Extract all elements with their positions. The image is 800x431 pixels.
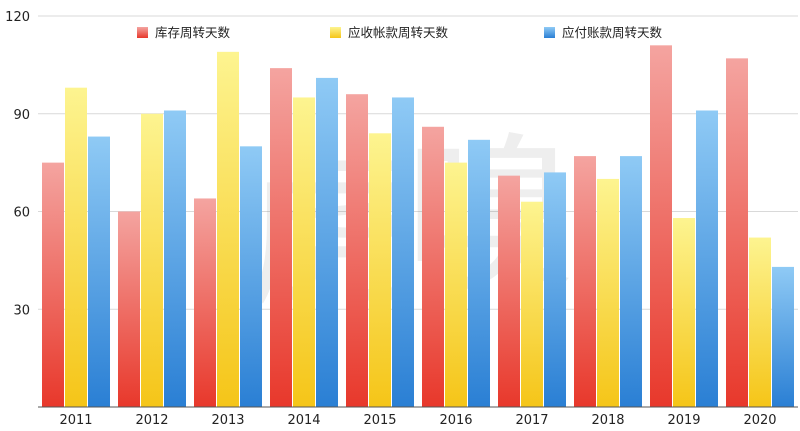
y-tick-label: 90 xyxy=(13,108,30,123)
bar-2012-series-2 xyxy=(141,113,163,407)
bar-2020-series-1 xyxy=(726,58,748,407)
legend-swatch xyxy=(330,27,341,38)
bar-2012-series-1 xyxy=(118,211,140,407)
bar-2014-series-3 xyxy=(316,77,338,408)
legend-swatch xyxy=(137,27,148,38)
bar-2017-series-1 xyxy=(498,175,520,407)
bar-2013-series-3 xyxy=(240,146,262,408)
x-tick-label: 2013 xyxy=(211,413,244,427)
x-tick-label: 2011 xyxy=(59,413,92,427)
bar-2014-series-1 xyxy=(270,68,292,407)
bars xyxy=(42,45,794,408)
y-tick-labels: 30 60 90 120 xyxy=(5,10,30,318)
x-tick-label: 2018 xyxy=(591,413,624,427)
bar-2018-series-1 xyxy=(574,156,596,407)
bar-2018-series-2 xyxy=(597,178,619,407)
bar-2020-series-3 xyxy=(772,266,794,407)
y-tick-label: 120 xyxy=(5,10,30,25)
legend-label: 应付账款周转天数 xyxy=(562,25,663,40)
bar-2015-series-2 xyxy=(369,133,391,408)
bar-2011-series-3 xyxy=(88,136,110,407)
bar-2017-series-2 xyxy=(521,201,543,407)
x-tick-labels: 2011 2012 2013 2014 2015 2016 2017 2018 2019 2020 xyxy=(59,413,776,428)
x-tick-label: 2012 xyxy=(135,413,168,427)
bar-2014-series-2 xyxy=(293,97,315,407)
legend-item-1: 库存周转天数 xyxy=(137,25,231,40)
x-tick-label: 2015 xyxy=(363,413,396,427)
x-tick-label: 2014 xyxy=(287,413,320,427)
x-tick-label: 2019 xyxy=(667,413,700,427)
y-tick-label: 30 xyxy=(13,303,30,318)
bar-2019-series-3 xyxy=(696,110,718,407)
bar-2016-series-1 xyxy=(422,126,444,408)
bar-2019-series-1 xyxy=(650,45,672,407)
bar-2011-series-2 xyxy=(65,87,87,407)
bar-2019-series-2 xyxy=(673,218,695,407)
bar-2018-series-3 xyxy=(620,156,642,407)
bar-2015-series-3 xyxy=(392,97,414,407)
bar-2015-series-1 xyxy=(346,94,368,407)
bar-2012-series-3 xyxy=(164,110,186,407)
bar-2016-series-2 xyxy=(445,162,467,407)
bar-2016-series-3 xyxy=(468,139,490,408)
legend-item-2: 应收帐款周转天数 xyxy=(330,25,449,40)
legend: 库存周转天数 应收帐款周转天数 应付账款周转天数 xyxy=(137,25,663,40)
bar-2013-series-1 xyxy=(194,198,216,407)
x-tick-label: 2017 xyxy=(515,413,548,427)
bar-2020-series-2 xyxy=(749,237,771,407)
bar-2011-series-1 xyxy=(42,162,64,407)
x-tick-label: 2016 xyxy=(439,413,472,427)
bar-2013-series-2 xyxy=(217,51,239,407)
legend-swatch xyxy=(544,27,555,38)
y-tick-label: 60 xyxy=(13,206,30,221)
bar-2017-series-3 xyxy=(544,172,566,407)
x-tick-label: 2020 xyxy=(743,413,776,427)
legend-label: 应收帐款周转天数 xyxy=(348,25,449,40)
legend-item-3: 应付账款周转天数 xyxy=(544,25,663,40)
legend-label: 库存周转天数 xyxy=(155,25,231,40)
